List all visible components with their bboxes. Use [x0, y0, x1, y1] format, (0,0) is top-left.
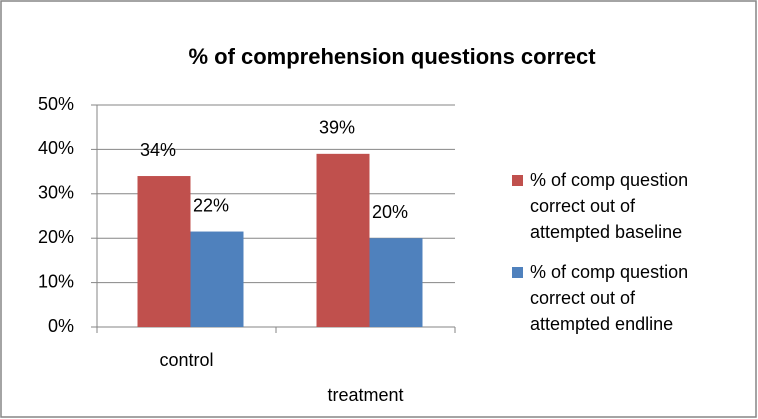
value-label: 20%: [372, 202, 408, 222]
bar: [369, 238, 423, 327]
bar: [190, 231, 244, 327]
bar: [316, 153, 370, 327]
legend-swatch: [512, 175, 523, 186]
x-tick-label: control: [159, 350, 213, 370]
legend-label: % of comp question correct out of attemp…: [530, 262, 689, 334]
y-tick-label: 20%: [38, 227, 74, 247]
value-label: 39%: [319, 118, 355, 138]
legend-swatch: [512, 267, 523, 278]
y-tick-label: 10%: [38, 271, 74, 291]
value-label: 34%: [140, 140, 176, 160]
y-tick-label: 30%: [38, 183, 74, 203]
bar: [137, 176, 191, 327]
y-tick-label: 50%: [38, 94, 74, 114]
y-tick-label: 0%: [48, 316, 74, 336]
value-label: 22%: [193, 195, 229, 215]
legend-label: % of comp question correct out of attemp…: [530, 170, 689, 242]
x-tick-label: treatment: [327, 385, 403, 405]
y-tick-label: 40%: [38, 138, 74, 158]
chart-title: % of comprehension questions correct: [188, 44, 596, 69]
